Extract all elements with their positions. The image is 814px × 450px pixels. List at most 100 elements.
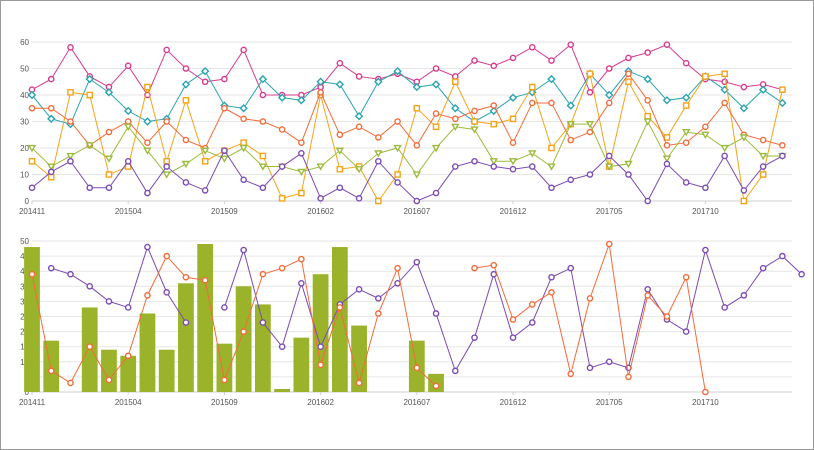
data-point [221, 304, 228, 311]
data-point [298, 279, 305, 287]
data-point [605, 65, 613, 72]
data-point [413, 142, 421, 149]
y-tick-label: 40 [20, 91, 29, 100]
data-point [663, 41, 671, 48]
data-point [528, 99, 536, 107]
series-line [31, 72, 783, 203]
data-point [67, 44, 74, 51]
data-point [644, 197, 651, 205]
data-point [298, 189, 305, 197]
data-point [625, 54, 632, 62]
series-1 [47, 243, 805, 375]
data-point [548, 289, 555, 296]
data-point [201, 276, 209, 284]
data-point [721, 152, 728, 160]
data-point [355, 73, 363, 80]
data-point [509, 115, 517, 123]
data-point [124, 157, 132, 165]
data-point [240, 246, 247, 254]
series-2 [28, 240, 709, 396]
data-point [259, 152, 267, 160]
data-point [374, 77, 383, 86]
data-point [182, 273, 190, 281]
data-point [625, 171, 632, 178]
data-point [779, 252, 786, 260]
data-point [682, 273, 690, 281]
data-point [605, 99, 613, 107]
data-point [586, 295, 594, 302]
data-point [28, 184, 36, 192]
x-tick-label: 201509 [211, 398, 238, 407]
data-point [662, 96, 672, 105]
data-point [47, 367, 55, 375]
data-point [413, 197, 421, 205]
data-point [739, 104, 749, 113]
data-point [278, 163, 286, 170]
data-point [586, 70, 594, 78]
data-point [375, 310, 382, 317]
data-point [317, 343, 324, 351]
data-point [394, 279, 401, 287]
data-point [490, 102, 498, 109]
data-point [528, 163, 536, 170]
data-point [663, 160, 671, 168]
data-point [721, 99, 728, 107]
data-point [432, 123, 440, 131]
data-point [124, 118, 132, 125]
data-point [682, 102, 690, 109]
data-point [644, 112, 651, 120]
data-point [105, 171, 113, 178]
data-point [163, 289, 170, 296]
data-point [720, 144, 729, 153]
data-point [317, 361, 324, 369]
data-point [682, 139, 690, 146]
data-point [759, 264, 767, 272]
data-point [490, 163, 498, 170]
data-point [123, 123, 133, 132]
data-point [201, 187, 209, 194]
y-tick-label: 0 [25, 388, 30, 397]
data-point [701, 131, 710, 139]
data-point [528, 150, 537, 158]
data-point [586, 171, 594, 178]
data-point [779, 152, 786, 160]
data-point [298, 139, 305, 146]
data-point [548, 57, 555, 64]
data-point [547, 163, 556, 171]
data-point [432, 189, 440, 197]
series-line [51, 245, 187, 323]
x-tick-label: 201612 [500, 207, 527, 216]
data-point [374, 150, 383, 158]
chart-panel-2: 0510152025303540455020141120150420150920… [19, 237, 805, 407]
data-point [259, 270, 267, 278]
data-point [681, 93, 691, 102]
data-point [721, 304, 728, 311]
data-point [702, 73, 709, 80]
data-point [471, 118, 478, 125]
data-point [490, 270, 498, 278]
data-point [354, 112, 364, 121]
data-point [394, 179, 401, 186]
data-point [86, 91, 94, 99]
series-line [32, 72, 783, 149]
data-point [278, 126, 286, 133]
data-point [509, 139, 517, 146]
bar [312, 274, 329, 392]
data-point [47, 104, 55, 112]
data-point [67, 89, 74, 96]
data-point [451, 73, 459, 80]
data-point [490, 62, 498, 70]
data-point [278, 195, 286, 202]
data-point [721, 70, 728, 78]
data-point [548, 144, 555, 152]
data-point [47, 168, 55, 176]
x-tick-label: 201602 [307, 207, 334, 216]
data-point [259, 118, 267, 125]
data-point [104, 88, 114, 97]
data-point [702, 184, 709, 192]
data-point [200, 66, 210, 76]
data-point [644, 286, 651, 293]
data-point [336, 131, 344, 139]
data-point [451, 123, 460, 132]
data-point [182, 319, 190, 326]
